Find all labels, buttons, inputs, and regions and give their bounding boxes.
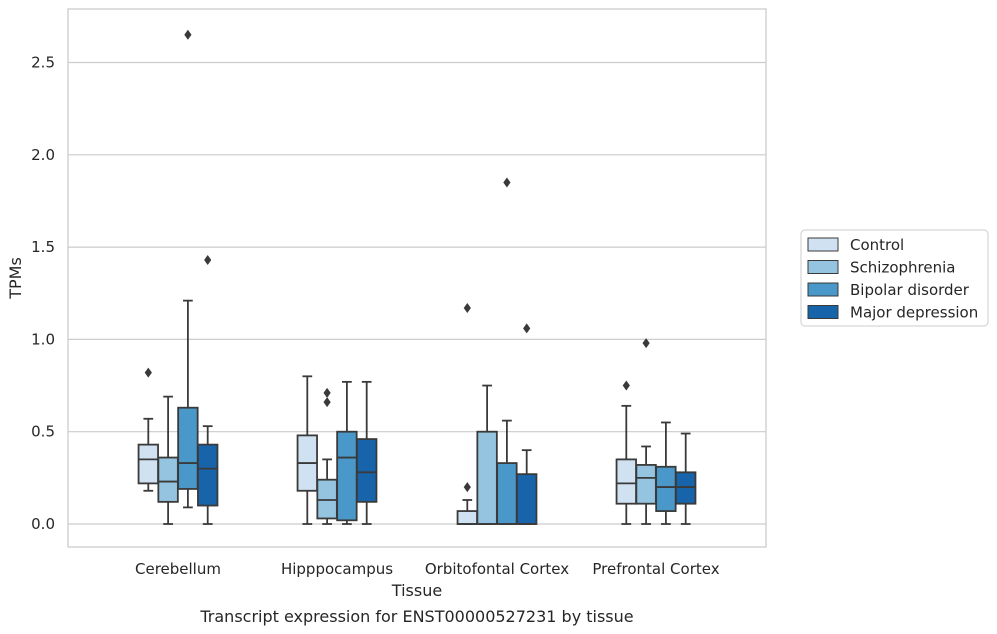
legend-swatch [807,282,839,297]
legend-swatch [807,305,839,319]
outlier-point [144,367,152,378]
outlier-point [523,323,531,334]
box [615,458,637,505]
box-bipolar-disorder [496,177,518,525]
box [157,456,179,503]
legend: Control Schizophrenia Bipolar disorder Majo… [800,229,989,327]
chart-title: Transcript expression for ENST0000052723… [199,607,633,626]
box-schizophrenia [157,395,179,525]
box [356,438,378,503]
box [336,430,358,522]
outlier-point [642,338,650,349]
box-major-depression [197,255,219,525]
x-axis-title: Tissue [391,581,442,600]
legend-label: Major depression [850,304,978,322]
box [316,478,338,520]
outlier-point [622,380,630,391]
y-tick-label: 2.5 [31,54,55,72]
box-control [615,380,637,525]
legend-label: Bipolar disorder [850,281,970,299]
y-tick-label: 0.0 [31,515,55,533]
x-tick-label: Orbitofontal Cortex [425,560,569,578]
box-bipolar-disorder [655,421,677,525]
box-control [456,303,478,525]
x-tick-labels: Cerebellum Hipppocampus Orbitofontal Corte… [135,560,720,578]
gridlines [68,61,766,525]
legend-swatch [807,260,839,274]
box-schizophrenia [635,338,657,525]
legend-label: Schizophrenia [850,259,955,277]
legend-frame [800,229,989,327]
y-tick-label: 1.5 [31,238,55,256]
y-tick-label: 0.5 [31,423,55,441]
box [137,443,159,485]
outlier-point [323,397,331,408]
box [635,464,657,505]
x-tick-label: Hipppocampus [281,560,393,578]
box [496,462,518,525]
x-tick-label: Prefrontal Cortex [592,560,719,578]
box-control [296,375,318,525]
box-schizophrenia [476,384,498,525]
legend-swatch [807,237,839,252]
outlier-point [463,482,471,493]
outlier-point [503,177,511,188]
outlier-point [204,255,212,266]
y-tick-labels: 0.0 0.5 1.0 1.5 2.0 2.5 [31,54,55,534]
box-major-depression [356,380,378,525]
y-axis-title: TPMs [6,257,25,300]
box-bipolar-disorder [336,380,358,525]
box [516,473,538,525]
box-schizophrenia [316,387,338,525]
box [197,443,219,507]
y-tick-label: 2.0 [31,146,55,164]
box-control [137,367,159,492]
y-tick-label: 1.0 [31,330,55,348]
outlier-point [323,387,331,398]
box-major-depression [675,432,697,525]
box-groups [137,29,697,525]
outlier-point [184,29,192,40]
legend-label: Control [850,236,904,254]
box [655,465,677,512]
box [675,471,697,505]
plot-frame [67,8,767,548]
box-bipolar-disorder [177,29,199,509]
x-tick-label: Cerebellum [135,560,221,578]
box-major-depression [516,323,538,525]
box [177,406,199,490]
box [456,510,478,525]
box [476,430,498,525]
outlier-point [463,303,471,314]
